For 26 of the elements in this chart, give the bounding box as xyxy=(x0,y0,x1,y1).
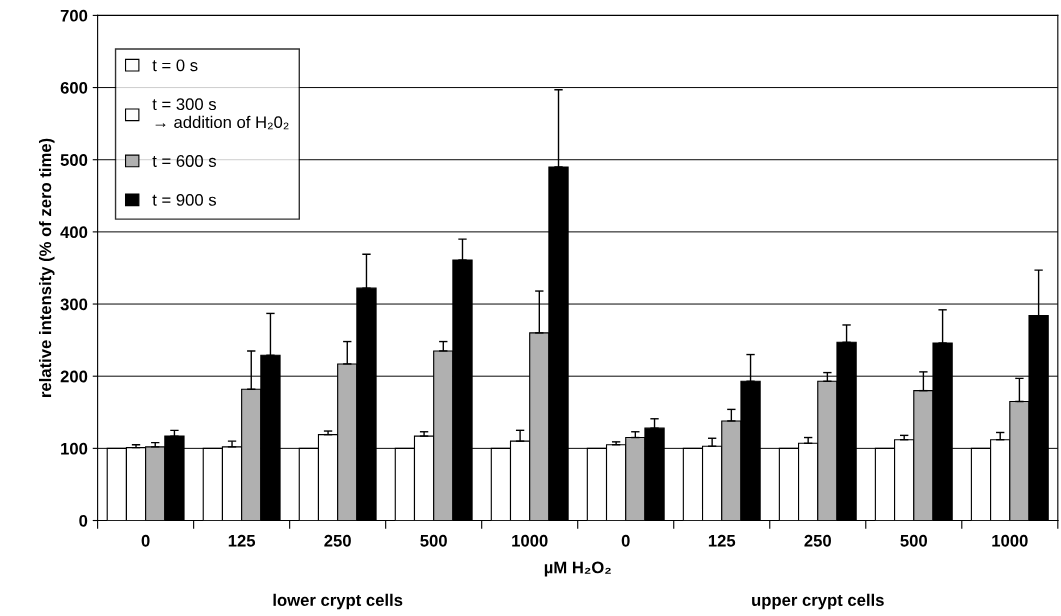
text: upper crypt cells xyxy=(752,593,884,610)
x-tick-label: 0 xyxy=(141,534,150,547)
x-tick-label: 1000 xyxy=(992,534,1028,547)
x-tick-label: 0 xyxy=(621,534,630,547)
x-tick-label: 250 xyxy=(804,534,831,547)
x-tick-label: 125 xyxy=(228,534,256,547)
legend-label: t = 600 s xyxy=(152,155,217,167)
legend-label: t = 300 s → addition of H₂0₂ xyxy=(152,98,289,130)
y-tick-label: 500 xyxy=(60,154,88,166)
y-tick-label: 400 xyxy=(60,226,88,239)
y-axis-title: relative intensity (% of zero time) xyxy=(38,138,55,397)
y-tick-label: 600 xyxy=(60,81,88,94)
x-tick-label: 125 xyxy=(708,534,736,547)
legend-label: t = 900 s xyxy=(152,193,217,206)
x-tick-label: 250 xyxy=(324,534,351,547)
x-tick-label: 500 xyxy=(420,534,447,547)
x-tick-label: 500 xyxy=(900,534,928,547)
x-tick-label: 1000 xyxy=(512,534,548,547)
y-tick-label: 100 xyxy=(61,442,88,455)
y-tick-label: 700 xyxy=(60,9,88,22)
y-tick-label: 200 xyxy=(60,370,88,383)
text: lower crypt cells xyxy=(273,593,403,610)
y-tick-label: 300 xyxy=(60,298,88,311)
y-tick-label: 0 xyxy=(79,514,88,527)
legend-label: t = 0 s xyxy=(152,59,198,72)
x-axis-title: µM H₂O₂ xyxy=(544,561,611,577)
